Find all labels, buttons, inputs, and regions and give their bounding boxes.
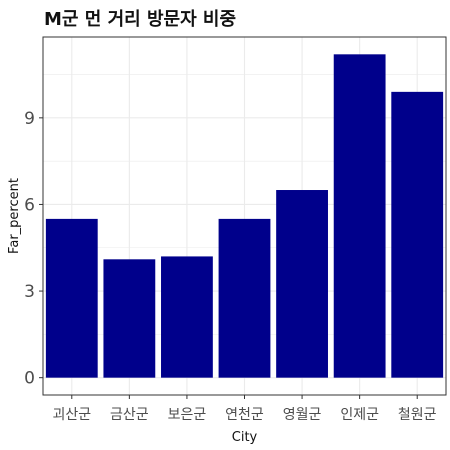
x-tick-label: 금산군 [110, 407, 149, 423]
bar [45, 218, 98, 378]
x-tick-label: 인제군 [340, 407, 379, 423]
y-tick-label: 9 [24, 109, 35, 129]
bar [391, 91, 444, 378]
y-tick-label: 0 [24, 369, 35, 389]
bar [103, 259, 156, 378]
x-tick-label: 보은군 [168, 407, 207, 423]
x-axis-label: City [232, 430, 258, 445]
x-tick-label: 영월군 [283, 407, 322, 423]
bar [333, 54, 386, 378]
x-tick-label: 괴산군 [52, 407, 91, 423]
y-axis-ticks: 0 3 6 9 [24, 109, 43, 389]
x-tick-label: 철원군 [398, 407, 437, 423]
bar [161, 256, 213, 378]
y-tick-label: 3 [24, 282, 35, 302]
bar [276, 190, 328, 378]
y-axis-label: Far_percent [7, 178, 22, 254]
y-tick-label: 6 [24, 195, 35, 215]
x-tick-label: 연천군 [225, 407, 264, 423]
chart-title: M군 먼 거리 방문자 비중 [44, 9, 236, 30]
bars [45, 54, 444, 378]
x-axis-ticks: 괴산군 금산군 보은군 연천군 영월군 인제군 철원군 [52, 395, 437, 423]
bar [218, 218, 271, 378]
